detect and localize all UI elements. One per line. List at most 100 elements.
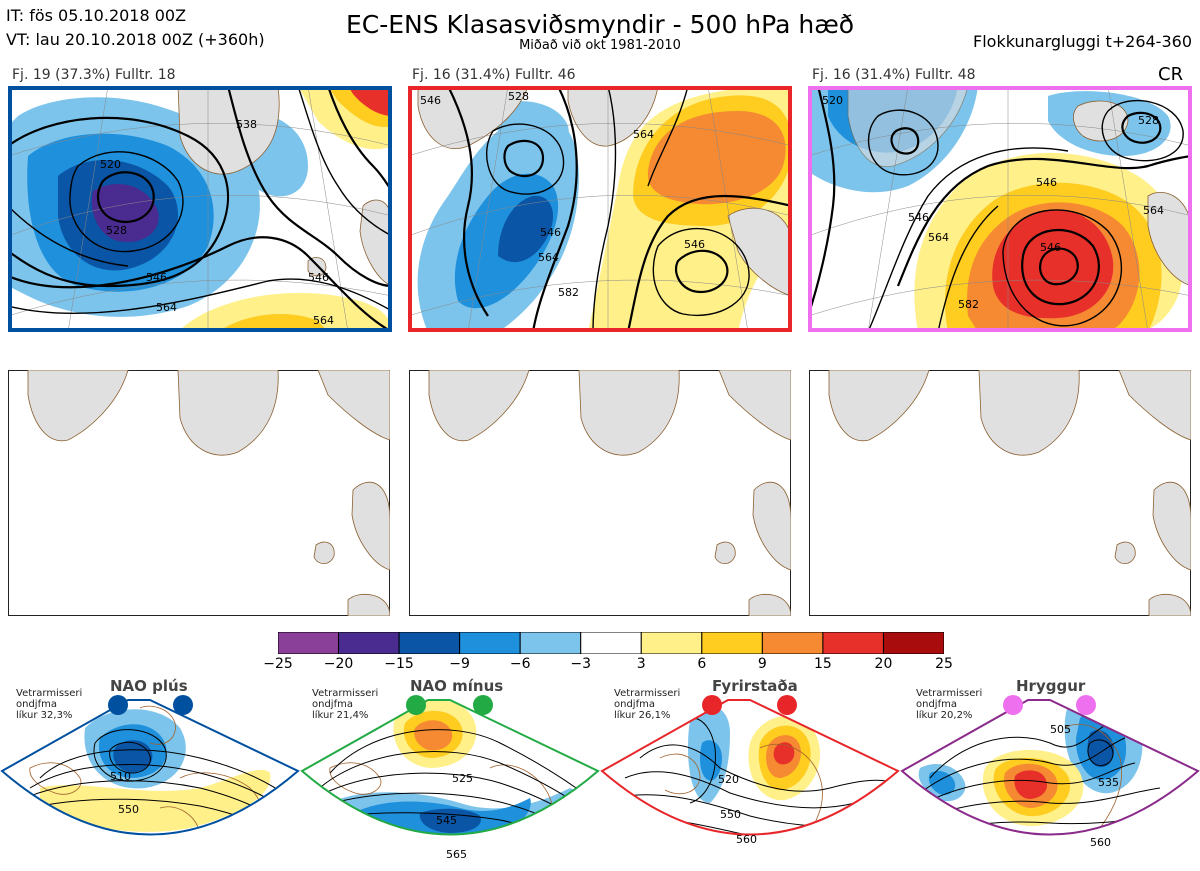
regime-4-dot <box>1003 695 1023 715</box>
contour-label: 582 <box>958 298 979 311</box>
cluster-2-map: 546 528 546 564 564 546 582 <box>408 86 792 332</box>
base-map-2 <box>409 370 791 616</box>
regime-2-dot <box>473 695 493 715</box>
cluster-2-label: Fj. 16 (31.4%) Fulltr. 46 <box>412 67 576 83</box>
contour-label: 560 <box>736 833 757 846</box>
regime-2-map: 525 545 565 <box>300 695 600 861</box>
regime-3-dot <box>702 695 722 715</box>
contour-label: 525 <box>452 772 473 785</box>
colorbar-swatch <box>398 632 461 654</box>
regime-2-title: NAO mínus <box>410 677 504 695</box>
page-title: EC-ENS Klasasviðsmyndir - 500 hPa hæð <box>345 10 855 39</box>
cluster-3-border <box>808 86 1192 332</box>
regime-2-dot <box>406 695 426 715</box>
contour-label: 538 <box>236 118 257 131</box>
contour-label: 564 <box>313 314 334 327</box>
contour-label: 564 <box>928 231 949 244</box>
contour-label: 582 <box>558 286 579 299</box>
colorbar-tick-label: −15 <box>384 656 414 672</box>
regime-note-line: Vetrarmisseri <box>916 688 983 699</box>
contour-label: 528 <box>508 90 529 103</box>
contour-label: 545 <box>436 814 457 827</box>
contour-label: 564 <box>538 251 559 264</box>
contour-label: 546 <box>1040 241 1061 254</box>
contour-label: 535 <box>1098 776 1119 789</box>
colorbar-swatch <box>882 632 944 654</box>
regime-note-line: ondjfma <box>614 699 655 710</box>
contour-label: 510 <box>110 770 131 783</box>
base-map-3 <box>809 370 1191 616</box>
colorbar <box>278 632 944 654</box>
regime-note-line: ondjfma <box>16 699 57 710</box>
regime-note-line: ondjfma <box>916 699 957 710</box>
colorbar-swatch <box>640 632 703 654</box>
base-map-1 <box>8 370 390 616</box>
regime-1-title: NAO plús <box>110 677 188 695</box>
colorbar-tick-label: 3 <box>636 656 646 672</box>
contour-label: 520 <box>718 773 739 786</box>
regime-note-line: líkur 26,1% <box>614 710 671 721</box>
contour-label: 550 <box>118 803 139 816</box>
contour-label: 564 <box>156 301 177 314</box>
regime-note-line: líkur 20,2% <box>916 710 973 721</box>
colorbar-tick-label: 15 <box>813 656 832 672</box>
regime-1-map: 510 550 <box>0 695 300 836</box>
cr-label: CR <box>1158 64 1184 85</box>
colorbar-swatch <box>459 632 521 654</box>
colorbar-tick-label: −20 <box>323 656 354 672</box>
regime-1-note: Vetrarmisseri ondjfma líkur 32,3% <box>16 688 82 721</box>
colorbar-swatch <box>701 632 763 654</box>
cluster-3-map: 520 528 546 564 546 546 582 564 <box>808 86 1192 332</box>
regime-note-line: ondjfma <box>312 699 353 710</box>
contour-label: 564 <box>1143 204 1164 217</box>
cluster-1-border <box>8 86 392 332</box>
colorbar-swatch <box>580 632 642 654</box>
regime-3-note: Vetrarmisseri ondjfma líkur 26,1% <box>614 688 680 721</box>
contour-label: 565 <box>446 848 467 861</box>
contour-label: 528 <box>1138 114 1159 127</box>
contour-label: 520 <box>100 158 121 171</box>
contour-label: 550 <box>720 808 741 821</box>
valid-time: VT: lau 20.10.2018 00Z (+360h) <box>6 30 265 49</box>
contour-label: 546 <box>308 271 329 284</box>
colorbar-swatch <box>822 632 884 654</box>
regime-note-line: líkur 21,4% <box>312 710 369 721</box>
regime-1-dot <box>173 695 193 715</box>
cluster-1-label: Fj. 19 (37.3%) Fulltr. 18 <box>12 67 176 83</box>
contour-label: 564 <box>633 128 654 141</box>
colorbar-swatch <box>338 632 400 654</box>
colorbar-tick-label: 20 <box>874 656 893 672</box>
contour-label: 560 <box>1090 836 1111 849</box>
colorbar-tick-label: 25 <box>935 656 953 672</box>
contour-label: 520 <box>822 94 843 107</box>
colorbar-tick-label: −9 <box>449 656 470 672</box>
cluster-3-label: Fj. 16 (31.4%) Fulltr. 48 <box>812 67 976 83</box>
contour-label: 546 <box>146 271 167 284</box>
contour-label: 546 <box>908 211 929 224</box>
colorbar-tick-label: −3 <box>570 656 592 672</box>
colorbar-swatch <box>519 632 582 654</box>
contour-label: 546 <box>420 94 441 107</box>
regime-4-dot <box>1076 695 1096 715</box>
regime-2-note: Vetrarmisseri ondjfma líkur 21,4% <box>312 688 378 721</box>
regime-3-title: Fyrirstaða <box>712 677 798 695</box>
cluster-2-border <box>408 86 792 332</box>
regime-4-title: Hryggur <box>1016 677 1086 695</box>
regime-note-line: Vetrarmisseri <box>312 688 379 699</box>
colorbar-tick-label: −25 <box>263 656 293 672</box>
cluster-1-map: 520 528 538 546 564 564 546 <box>8 86 392 332</box>
colorbar-swatch <box>278 632 340 654</box>
colorbar-tick-label: 6 <box>697 656 707 672</box>
classification-window: Flokkunargluggi t+264-360 <box>973 32 1192 51</box>
regime-3-map: 520 550 560 <box>600 695 900 846</box>
regime-3-dot <box>777 695 797 715</box>
colorbar-tick-label: −6 <box>509 656 531 672</box>
regime-4-note: Vetrarmisseri ondjfma líkur 20,2% <box>916 688 982 721</box>
colorbar-swatch <box>761 632 824 654</box>
regime-1-dot <box>108 695 128 715</box>
colorbar-tick-label: 9 <box>757 656 767 672</box>
page-subtitle: Miðað við okt 1981-2010 <box>519 38 681 53</box>
regime-note-line: Vetrarmisseri <box>614 688 681 699</box>
contour-label: 546 <box>1036 176 1057 189</box>
contour-label: 546 <box>684 238 705 251</box>
